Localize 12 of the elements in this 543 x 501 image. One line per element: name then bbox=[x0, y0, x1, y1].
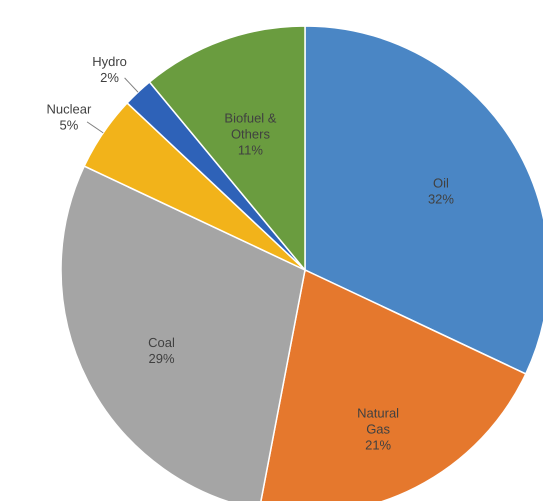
slice-label: Nuclear bbox=[46, 102, 92, 117]
slice-label: Natural Gas bbox=[357, 405, 400, 436]
data-label: 21% bbox=[365, 437, 392, 452]
slice-label: Coal bbox=[148, 335, 175, 350]
data-label: 11% bbox=[238, 142, 264, 158]
data-label: 32% bbox=[428, 192, 454, 207]
slice-label: Hydro bbox=[92, 54, 127, 69]
data-label: 5% bbox=[59, 118, 79, 133]
data-label: 2% bbox=[100, 70, 120, 85]
data-label: 29% bbox=[148, 351, 175, 366]
slice-label: Biofuel & Others bbox=[224, 110, 277, 142]
slice-label: Oil bbox=[433, 176, 450, 191]
